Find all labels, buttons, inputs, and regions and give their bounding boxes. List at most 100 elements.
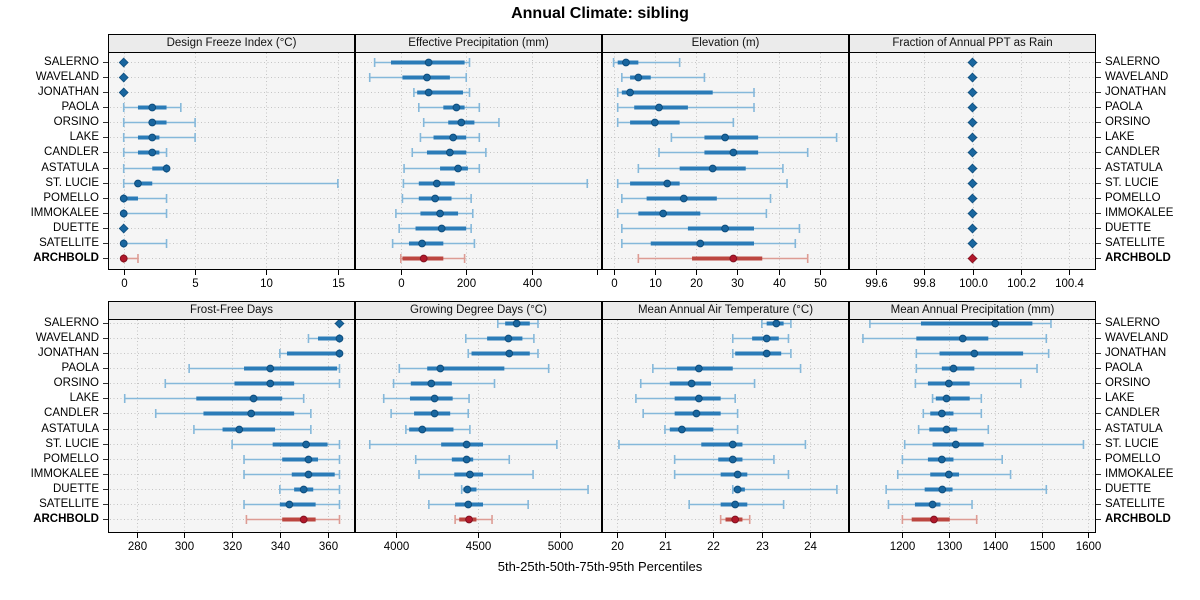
median-dot <box>249 394 258 403</box>
median-dot <box>299 485 308 494</box>
median-dot <box>663 179 672 188</box>
median-diamond <box>967 57 978 68</box>
series-satellite <box>243 500 341 509</box>
x-axis: 20 21 22 23 24 <box>611 533 817 553</box>
median-dot <box>285 500 294 509</box>
strip-title: Frost-Free Days <box>108 301 355 319</box>
row-tick <box>1096 458 1101 460</box>
site-label-salerno: SALERNO <box>44 316 108 330</box>
median-diamond <box>967 163 978 174</box>
series-duette <box>118 223 129 234</box>
panel-background <box>602 319 849 533</box>
median-dot <box>148 148 157 157</box>
plot-area <box>108 319 355 533</box>
row-tick <box>1096 488 1101 490</box>
series-archbold <box>637 254 809 263</box>
row-tick <box>1096 77 1101 79</box>
row-tick <box>1096 503 1101 505</box>
median-diamond <box>967 117 978 128</box>
series-archbold <box>901 515 978 524</box>
site-label-candler: CANDLER <box>44 145 108 159</box>
site-label-waveland: WAVELAND <box>1096 331 1168 345</box>
series-salerno <box>334 319 345 329</box>
median-dot <box>465 515 473 524</box>
row-tick <box>103 338 108 340</box>
panel-elevation: Elevation (m) 0 10 20 30 40 50 <box>602 34 849 292</box>
plot-area <box>602 319 849 533</box>
series-candler <box>658 148 809 157</box>
median-diamond <box>118 87 129 98</box>
series-lake <box>931 394 983 403</box>
row-tick <box>103 77 108 79</box>
row-tick <box>103 488 108 490</box>
series-st-lucie <box>231 440 341 449</box>
median-dot <box>424 58 433 67</box>
series-jonathan <box>915 349 1050 358</box>
plot-area <box>108 52 355 270</box>
median-dot <box>119 194 128 203</box>
site-label-paola: PAOLA <box>1096 100 1143 114</box>
series-waveland <box>621 73 706 82</box>
site-label-paola: PAOLA <box>62 100 108 114</box>
median-dot <box>958 334 967 343</box>
row-tick <box>103 152 108 154</box>
series-waveland <box>464 334 535 343</box>
strip-title: Design Freeze Index (°C) <box>108 34 355 52</box>
median-dot <box>418 425 427 434</box>
median-dot <box>419 254 428 263</box>
series-satellite <box>428 500 529 509</box>
axis-tick-label: 5000 <box>548 541 574 553</box>
series-pomello <box>967 193 978 204</box>
median-diamond <box>967 238 978 249</box>
series-astatula <box>637 164 784 173</box>
axis-tick-label: 300 <box>175 541 194 553</box>
series-paola <box>616 103 755 112</box>
gridlines <box>357 53 600 269</box>
axis-tick-label: 30 <box>731 278 744 290</box>
series-orsino <box>422 118 500 127</box>
median-dot <box>119 254 128 263</box>
x-axis-caption: 5th-25th-50th-75th-95th Percentiles <box>497 559 703 574</box>
site-label-archbold: ARCHBOLD <box>33 251 108 265</box>
site-label-immokalee: IMMOKALEE <box>31 206 108 220</box>
row-tick <box>103 197 108 199</box>
panel-mean-annual-air-temperature: Mean Annual Air Temperature (°C) 20 21 22 2… <box>602 301 849 555</box>
series-candler <box>390 409 470 418</box>
median-dot <box>942 425 951 434</box>
row-tick <box>103 227 108 229</box>
series-duette <box>398 224 472 233</box>
series-lake <box>419 133 481 142</box>
site-label-st-lucie: ST. LUCIE <box>1096 437 1159 451</box>
site-label-salerno: SALERNO <box>1096 55 1160 69</box>
site-labels-left-top: SALERNO WAVELAND JONATHAN PAOLA ORSINO LAKE CA… <box>0 52 108 270</box>
series-st-lucie <box>618 440 807 449</box>
median-diamond <box>967 147 978 158</box>
series-astatula <box>193 425 312 434</box>
series-orsino <box>122 118 196 127</box>
series-salerno <box>869 319 1052 328</box>
series-candler <box>922 409 983 418</box>
row-tick <box>103 242 108 244</box>
series-pomello <box>401 194 472 203</box>
site-label-lake: LAKE <box>1096 391 1134 405</box>
strip-title: Effective Precipitation (mm) <box>355 34 602 52</box>
median-diamond <box>118 57 129 68</box>
row-tick <box>103 503 108 505</box>
series-astatula <box>664 425 739 434</box>
axis-tick-label: 100.0 <box>959 278 988 290</box>
median-dot <box>465 470 474 479</box>
gridlines <box>604 53 847 269</box>
median-dot <box>335 349 344 358</box>
series-lake <box>967 132 978 143</box>
series-st-lucie <box>903 440 1085 449</box>
series-candler <box>411 148 487 157</box>
site-label-jonathan: JONATHAN <box>38 85 108 99</box>
site-label-lake: LAKE <box>70 391 108 405</box>
series-jonathan <box>413 88 471 97</box>
median-dot <box>728 455 737 464</box>
median-dot <box>463 485 472 494</box>
median-dot <box>687 379 696 388</box>
series-immokalee <box>243 470 341 479</box>
series-archbold <box>400 254 466 263</box>
series-immokalee <box>673 470 790 479</box>
